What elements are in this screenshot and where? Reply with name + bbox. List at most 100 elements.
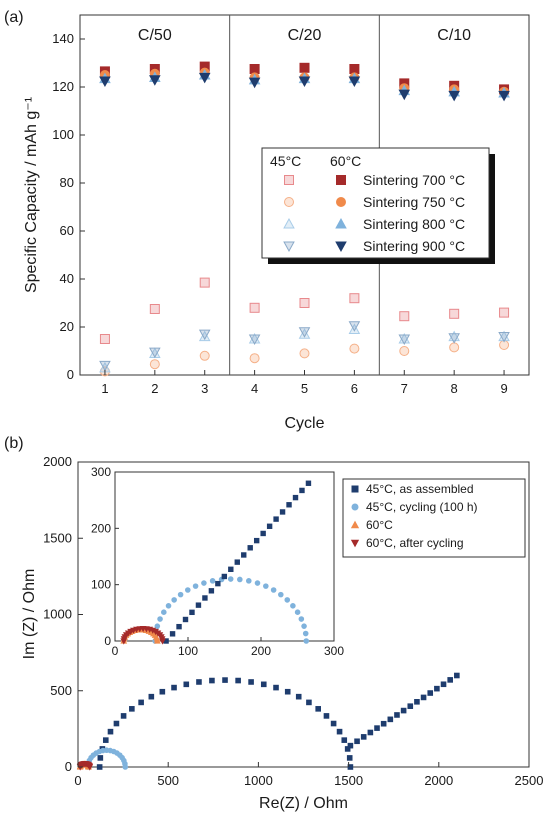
- data-point: [407, 703, 414, 709]
- legend-entry: Sintering 750 °C: [363, 194, 465, 210]
- data-point: [387, 716, 394, 723]
- data-point: [253, 537, 260, 544]
- data-point: [99, 76, 111, 87]
- data-point: [102, 737, 109, 743]
- y-tick-label: 2000: [43, 454, 72, 469]
- data-point: [399, 311, 410, 322]
- data-point: [96, 764, 103, 770]
- data-point: [499, 307, 510, 318]
- x-tick-label: 100: [178, 644, 198, 658]
- data-point: [221, 573, 228, 580]
- x-tick-label: 8: [451, 381, 458, 396]
- data-point: [290, 602, 296, 609]
- region-label: C/10: [437, 27, 471, 44]
- data-point: [349, 293, 360, 304]
- data-point: [260, 681, 267, 688]
- legend-entry: 60°C: [366, 518, 393, 532]
- chart-a-legend: 45°C 60°C Sintering 700 °C Sintering 750 …: [261, 147, 495, 264]
- legend-entry: Sintering 900 °C: [363, 238, 465, 254]
- y-tick-label: 20: [60, 319, 74, 334]
- legend-marker: [283, 241, 295, 252]
- y-tick-label: 1500: [43, 530, 72, 545]
- data-point: [348, 323, 361, 334]
- data-point: [159, 688, 166, 695]
- panel-a-label: (a): [4, 9, 24, 26]
- data-point: [199, 350, 210, 361]
- data-point: [306, 699, 312, 706]
- data-point: [182, 616, 189, 623]
- legend-col-45c: 45°C: [270, 153, 301, 169]
- y-tick-label: 40: [60, 271, 74, 286]
- data-point: [99, 334, 110, 344]
- data-point: [176, 623, 182, 630]
- data-point: [286, 502, 292, 508]
- data-point: [129, 706, 135, 712]
- data-point: [209, 578, 216, 584]
- data-point: [198, 329, 211, 341]
- data-point: [301, 623, 307, 629]
- data-point: [198, 330, 211, 342]
- data-point: [278, 591, 284, 598]
- data-point: [298, 76, 311, 87]
- data-point: [367, 729, 374, 736]
- legend-entry: Sintering 700 °C: [363, 172, 465, 188]
- data-point: [273, 684, 279, 691]
- inset-frame: [114, 471, 335, 642]
- data-point: [249, 64, 260, 74]
- data-point: [177, 591, 184, 598]
- data-point: [248, 679, 254, 685]
- chart-b-legend: 45°C, as assembled 45°C, cycling (100 h) 6…: [342, 478, 526, 558]
- data-point: [299, 298, 310, 308]
- data-point: [97, 755, 104, 761]
- data-point: [434, 685, 440, 692]
- chart-b-ylabel: Im (Z) / Ohm: [21, 569, 38, 660]
- y-tick-label: 200: [91, 521, 111, 535]
- data-point: [336, 728, 343, 735]
- x-tick-label: 0: [112, 644, 119, 658]
- data-point: [295, 693, 302, 700]
- legend-marker: [335, 241, 347, 252]
- y-tick-label: 300: [91, 465, 111, 479]
- data-point: [184, 587, 191, 593]
- data-point: [120, 713, 127, 719]
- data-point: [171, 597, 177, 603]
- data-point: [148, 693, 155, 700]
- data-point: [249, 353, 260, 364]
- x-tick-label: 5: [301, 381, 308, 396]
- legend-entry: 45°C, as assembled: [366, 482, 474, 496]
- data-point: [196, 679, 202, 685]
- chart-a-xlabel: Cycle: [284, 415, 324, 432]
- chart-b-xlabel: Re(Z) / Ohm: [259, 795, 348, 812]
- data-point: [201, 580, 207, 586]
- data-point: [454, 672, 460, 679]
- legend-entry: 60°C, after cycling: [366, 536, 464, 550]
- data-point: [498, 90, 510, 102]
- x-tick-label: 7: [401, 381, 408, 396]
- legend-marker: [351, 503, 359, 511]
- chart-a-ylabel: Specific Capacity / mAh g⁻¹: [23, 97, 40, 293]
- data-point: [263, 583, 269, 589]
- data-point: [234, 559, 240, 565]
- data-point: [122, 764, 129, 770]
- data-point: [299, 487, 305, 494]
- y-tick-label: 500: [50, 683, 72, 698]
- y-tick-label: 60: [60, 223, 74, 238]
- data-point: [157, 616, 163, 622]
- data-point: [299, 62, 310, 73]
- data-point: [171, 684, 177, 691]
- data-point: [399, 346, 410, 356]
- data-point: [245, 578, 252, 584]
- data-point: [260, 530, 266, 537]
- data-point: [323, 713, 330, 719]
- data-point: [284, 688, 291, 695]
- legend-marker: [350, 520, 360, 529]
- data-point: [199, 277, 210, 288]
- data-point: [202, 595, 208, 601]
- data-point: [448, 333, 460, 344]
- data-point: [427, 690, 434, 696]
- data-point: [414, 699, 420, 705]
- x-tick-label: 2000: [424, 773, 453, 788]
- legend-entry: 45°C, cycling (100 h): [366, 500, 478, 514]
- data-point: [113, 720, 120, 727]
- legend-marker: [284, 197, 294, 207]
